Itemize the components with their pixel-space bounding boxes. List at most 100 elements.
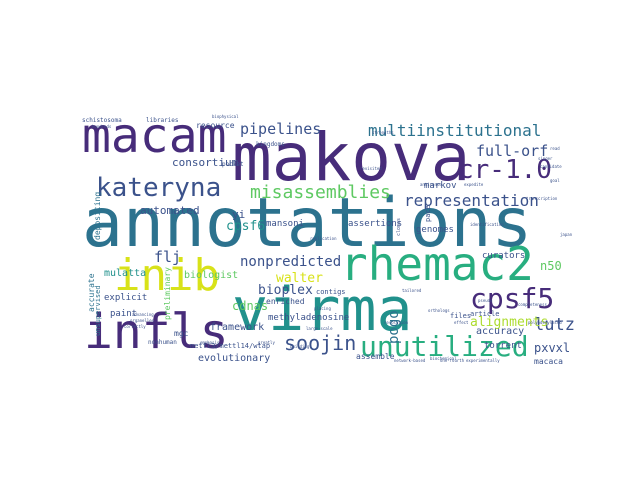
word-n50: n50 — [540, 259, 562, 273]
word-replication: replication — [310, 236, 337, 241]
word-revisited: revisited — [360, 166, 382, 171]
word-one-fourth: one-fourth — [440, 358, 465, 363]
word-biologist: biologist — [184, 270, 238, 281]
word-cpsf6: cpsf6 — [226, 219, 265, 234]
word-correctly: correctly — [124, 324, 146, 329]
word-resolution: resolution — [384, 320, 409, 325]
word-enriched: enriched — [266, 297, 305, 306]
cloud-background — [80, 118, 578, 368]
word-pipelines: pipelines — [240, 120, 321, 138]
word-explicit: explicit — [104, 293, 147, 303]
word-candidate: candidate — [540, 164, 562, 169]
word-assertions: assertions — [348, 219, 402, 229]
word-nonhuman: nonhuman — [148, 339, 177, 346]
word-placing: placing — [314, 306, 331, 311]
word-representation: representation — [404, 191, 539, 210]
word-resource: resource — [196, 121, 235, 130]
word-methyladenosine: methyladenosine — [268, 313, 349, 323]
word-mansoni: mansoni — [266, 219, 304, 229]
word-automated: automated — [140, 204, 200, 217]
word-full-orf: full-orf — [476, 142, 548, 160]
word-polyadenylated: polyadenylated — [528, 320, 562, 325]
word-nonpredicted: nonpredicted — [240, 254, 341, 270]
word-lutz: lutz — [534, 315, 575, 335]
word-biochemical: biochemical — [430, 356, 457, 361]
word-accurate: accurate — [87, 273, 96, 312]
word-curators: curators — [482, 251, 525, 261]
word-clones: clones — [396, 218, 402, 236]
word-greatly: greatly — [258, 340, 275, 345]
word-unsupervised: unsupervised — [94, 285, 102, 336]
word-infls: infls — [84, 304, 229, 360]
word-orthologs: orthologs — [428, 308, 450, 313]
word-schistosoma: schistosoma — [82, 117, 122, 124]
word-network-based: network-based — [394, 358, 426, 363]
word-consortium: consortium — [172, 156, 239, 169]
word-organelles: organelles — [130, 318, 155, 323]
word-flj: flj — [154, 248, 181, 266]
word-virma: virma — [232, 275, 413, 345]
word-pogo: pogo — [386, 310, 402, 344]
word-yi: yi — [232, 208, 245, 221]
word-strengths: strengths — [372, 130, 394, 135]
word-contigs: contigs — [316, 288, 346, 296]
word-misassemblies: misassemblies — [250, 182, 391, 203]
word-preliminary: preliminary — [163, 267, 172, 320]
word-kateryna: kateryna — [96, 173, 221, 203]
word-alignments: alignments — [470, 315, 548, 330]
word-article: article — [470, 310, 500, 318]
word-hundreds: hundreds — [92, 124, 112, 129]
word-mettl3-mettl14-wtap: mettl3/mettl14/wtap — [190, 342, 270, 350]
word-tailored: tailored — [402, 288, 422, 293]
word-biophysical: biophysical — [212, 114, 239, 119]
word-experimentally: experimentally — [466, 358, 500, 363]
word-japan: japan — [560, 232, 573, 237]
word-mgc: mgc — [174, 329, 189, 338]
word-markov: markov — [424, 181, 457, 191]
word-pace: pace — [424, 205, 432, 222]
word-macaca: macaca — [534, 357, 563, 366]
word-completeness: completeness — [518, 302, 547, 307]
word-antisense: antisense — [420, 182, 442, 187]
word-bioplex: bioplex — [258, 283, 313, 298]
word-large-scale: large-scale — [306, 326, 333, 331]
word-kingdoms: kingdoms — [256, 141, 285, 148]
word-singer: singer — [538, 156, 553, 161]
word-accuracy: accuracy — [476, 326, 524, 337]
word-framework: framework — [210, 322, 264, 333]
word-macam: macam — [82, 108, 227, 164]
word-unutilized: unutilized — [360, 330, 529, 363]
word-multiinstitutional: multiinstitutional — [368, 121, 541, 140]
word-annotations: annotations — [82, 184, 532, 263]
word-assemble: assemble — [356, 352, 395, 361]
word-effect: effect — [454, 320, 469, 325]
word-pseudo: pseudo — [478, 298, 493, 303]
word-libraries: libraries — [146, 117, 179, 124]
word-advancing: advancing — [132, 312, 154, 317]
word-paint: paint — [110, 309, 137, 319]
word-inib: inib — [114, 250, 220, 301]
word-depositing: depositing — [93, 192, 102, 240]
word-goal: goal — [550, 178, 560, 183]
word-pxvxl: pxvxl — [534, 341, 570, 355]
word-files: files — [450, 312, 471, 320]
word-torrent: torrent — [484, 341, 522, 351]
word-read: read — [550, 146, 560, 151]
word-makova: makova — [232, 119, 470, 196]
word-identification: identification — [470, 222, 504, 227]
word-evolutionary: evolutionary — [198, 353, 270, 364]
word-genomes: genomes — [416, 225, 454, 235]
word-cpsf5: cpsf5 — [470, 282, 554, 315]
word-soojin: soojin — [284, 331, 356, 355]
word-mulatta: mulatta — [104, 268, 146, 279]
word-transcription: transcription — [526, 196, 558, 201]
word-cr-1-0: cr-1.0 — [458, 155, 552, 185]
word-pocket: pocket — [222, 161, 244, 168]
word-rhemac2: rhemac2 — [340, 237, 534, 291]
word-building: building — [290, 344, 310, 349]
word-emphasis: emphasis — [200, 340, 220, 345]
word-cdnas: cdnas — [232, 299, 268, 313]
word-expedite: expedite — [464, 182, 484, 187]
